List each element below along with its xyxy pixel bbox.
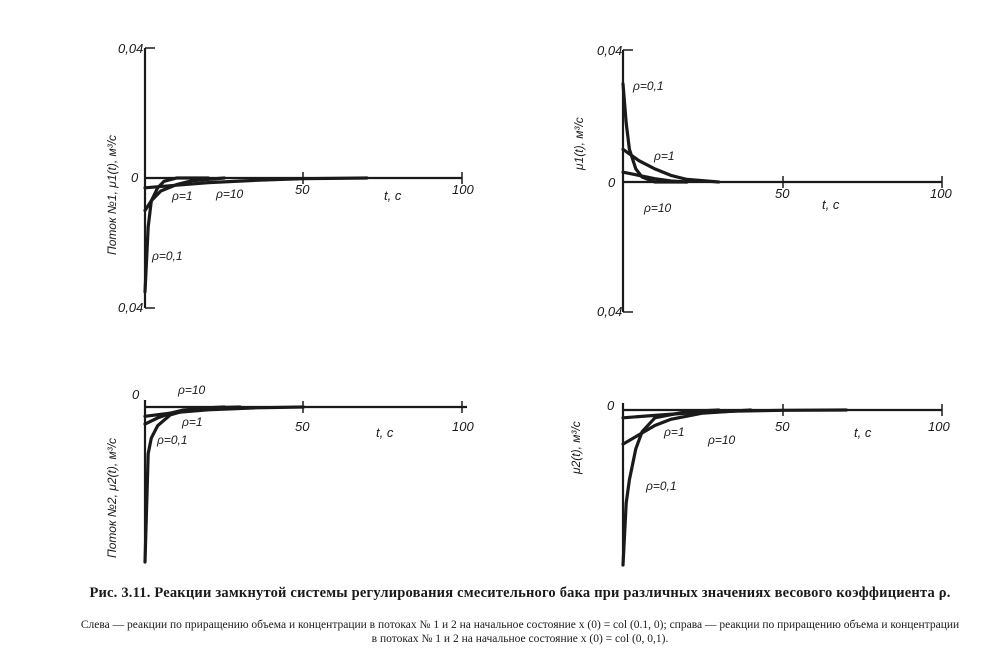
y-axis-label: μ2(t), м³/с: [569, 421, 583, 475]
curve-series-2: [143, 176, 226, 213]
y-tick-label-zero: 0: [131, 170, 139, 185]
panel-left-top: 0,04 0 0,04 50 100 t, c Поток №1, μ1(t),…: [105, 41, 474, 315]
x-tick-label-100: 100: [452, 419, 474, 434]
x-axis-label: t, c: [854, 425, 872, 440]
y-tick-label-top: 0,04: [597, 43, 622, 58]
curve-series-1: [143, 405, 226, 564]
panel-left-bottom: 0 50 100 t, c Поток №2, μ2(t), м³/с ρ=10…: [105, 383, 474, 564]
curve-label-rho-10: ρ=10: [177, 383, 206, 397]
curve-label-rho-0-1: ρ=0,1: [151, 249, 183, 263]
curve-label-rho-0-1: ρ=0,1: [156, 433, 188, 447]
curve-label-rho-1: ρ=1: [181, 415, 203, 429]
x-tick-label-0: 0: [132, 387, 140, 402]
y-tick-label-zero: 0: [608, 175, 616, 190]
series-group: [143, 405, 306, 564]
x-tick-label-100: 100: [928, 419, 950, 434]
y-tick-label-bottom: 0,04: [597, 304, 622, 319]
y-axis-label: Поток №1, μ1(t), м³/с: [105, 135, 119, 255]
curve-series-2: [621, 147, 721, 184]
x-tick-label-0: 0: [607, 398, 615, 413]
curve-label-rho-1: ρ=1: [171, 189, 193, 203]
series-group: [143, 176, 369, 294]
curve-label-rho-10: ρ=10: [215, 187, 244, 201]
curve-label-rho-0-1: ρ=0,1: [645, 479, 677, 493]
series-group: [621, 408, 848, 567]
curve-label-rho-1: ρ=1: [653, 149, 675, 163]
curve-series-1: [621, 82, 689, 184]
figure-caption-note: Слева — реакции по приращению объема и к…: [80, 619, 960, 645]
x-axis-label: t, c: [376, 425, 394, 440]
x-tick-label-100: 100: [930, 186, 952, 201]
curve-series-3: [143, 176, 369, 190]
x-axis-label: t, c: [384, 188, 402, 203]
curve-label-rho-10: ρ=10: [643, 201, 672, 215]
y-axis-label: μ1(t), м³/с: [572, 117, 586, 171]
figure: 0,04 0 0,04 50 100 t, c Поток №1, μ1(t),…: [105, 41, 952, 567]
curve-series-3: [621, 408, 848, 420]
curve-label-rho-1: ρ=1: [663, 425, 685, 439]
y-axis-label: Поток №2, μ2(t), м³/с: [105, 438, 119, 558]
panel-right-top: 0,04 0 0,04 50 100 t, c μ1(t), м³/с ρ=0,…: [572, 43, 952, 319]
x-axis-label: t, c: [822, 197, 840, 212]
curve-series-3: [621, 170, 689, 184]
curve-label-rho-0-1: ρ=0,1: [632, 79, 664, 93]
x-tick-label-100: 100: [452, 182, 474, 197]
figure-caption: Рис. 3.11. Реакции замкнутой системы рег…: [89, 585, 951, 601]
x-tick-label-50: 50: [295, 419, 310, 434]
curve-label-rho-10: ρ=10: [707, 433, 736, 447]
x-tick-label-50: 50: [295, 182, 310, 197]
y-tick-label-bottom: 0,04: [118, 300, 143, 315]
y-tick-label-top: 0,04: [118, 41, 143, 56]
x-tick-label-50: 50: [775, 186, 790, 201]
curve-series-3: [143, 405, 306, 418]
series-group: [621, 82, 721, 184]
panel-right-bottom: 0 50 100 t, c μ2(t), м³/с ρ=1 ρ=10 ρ=0,1: [569, 398, 950, 567]
x-tick-label-50: 50: [775, 419, 790, 434]
